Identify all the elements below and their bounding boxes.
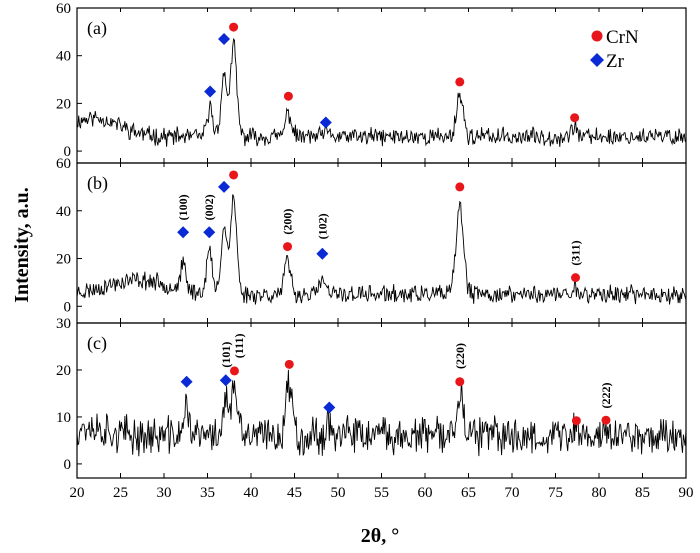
panel-label: (b) [87, 173, 108, 194]
zr-marker [316, 247, 329, 260]
legend: CrN Zr [590, 27, 639, 72]
crn-marker [455, 77, 465, 87]
xrd-pattern-line [76, 194, 687, 305]
crn-marker [284, 359, 294, 369]
zr-marker [218, 180, 231, 193]
miller-index-label: (100) [176, 194, 190, 220]
y-tick-label: 20 [56, 96, 71, 112]
panel-0: 0 20 40 60 (a) [56, 1, 687, 164]
miller-index-label: (002) [202, 194, 216, 220]
y-tick-label: 40 [56, 49, 71, 65]
x-tick-label: 55 [374, 485, 389, 501]
zr-marker [180, 375, 193, 388]
x-axis-title: 2θ, ° [361, 525, 399, 547]
y-tick-label: 40 [56, 204, 71, 220]
crn-marker [283, 91, 293, 101]
x-tick-label: 85 [635, 485, 650, 501]
zr-marker [319, 116, 332, 129]
x-tick-label: 80 [592, 485, 607, 501]
crn-marker [571, 416, 581, 426]
x-tick-label: 65 [461, 485, 476, 501]
zr-marker [323, 401, 336, 414]
miller-index-label: (222) [599, 382, 613, 408]
crn-marker [283, 242, 293, 252]
miller-index-label: (311) [569, 240, 583, 265]
crn-marker [571, 273, 581, 283]
miller-index-label: (102) [315, 213, 329, 239]
x-tick-label: 50 [331, 485, 346, 501]
crn-marker [229, 366, 239, 376]
zr-marker [203, 226, 216, 239]
zr-marker [219, 374, 232, 387]
y-tick-label: 0 [64, 457, 72, 473]
crn-marker [229, 170, 239, 180]
y-tick-label: 60 [56, 1, 71, 17]
zr-marker [218, 33, 231, 45]
x-tick-label: 25 [113, 485, 128, 501]
x-tick-label: 20 [70, 485, 85, 501]
x-tick-label: 70 [505, 485, 520, 501]
miller-index-label: (111) [232, 334, 246, 359]
crn-marker [229, 22, 239, 32]
y-tick-label: 10 [56, 410, 71, 426]
panel-1: 0 20 40 60 (100) (002) (200) (102) (311) (b) [56, 156, 687, 324]
crn-marker [455, 182, 465, 192]
y-tick-label: 0 [64, 299, 72, 315]
miller-index-label: (200) [281, 209, 295, 235]
y-axis-title: Intensity, a.u. [11, 187, 33, 303]
xrd-pattern-line [76, 369, 687, 457]
crn-marker [570, 113, 580, 123]
xrd-pattern-line [76, 37, 687, 147]
panel-frame [76, 322, 687, 479]
legend-crn-marker [591, 30, 603, 42]
crn-marker [455, 377, 465, 387]
x-tick-label: 35 [200, 485, 215, 501]
y-tick-label: 20 [56, 363, 71, 379]
y-tick-label: 30 [56, 316, 71, 332]
x-tick-label: 90 [679, 485, 694, 501]
x-tick-label: 30 [157, 485, 172, 501]
crn-marker [601, 415, 611, 425]
legend-zr-marker [590, 53, 604, 67]
x-tick-label: 75 [548, 485, 563, 501]
y-tick-label: 20 [56, 252, 71, 268]
x-tick-label: 40 [244, 485, 259, 501]
zr-marker [204, 85, 217, 98]
panel-label: (c) [87, 333, 107, 354]
miller-index-label: (101) [219, 342, 233, 368]
y-tick-label: 60 [56, 156, 71, 172]
y-tick-label: 0 [64, 144, 72, 160]
legend-label: Zr [606, 51, 625, 72]
legend-label: CrN [606, 27, 639, 48]
panel-2: 0 10 20 30 (101) (111) (220) (222) (c) [56, 316, 687, 479]
miller-index-label: (220) [453, 343, 467, 369]
zr-marker [177, 226, 190, 239]
x-tick-label: 45 [287, 485, 302, 501]
x-tick-label: 60 [418, 485, 433, 501]
panel-label: (a) [87, 18, 107, 39]
